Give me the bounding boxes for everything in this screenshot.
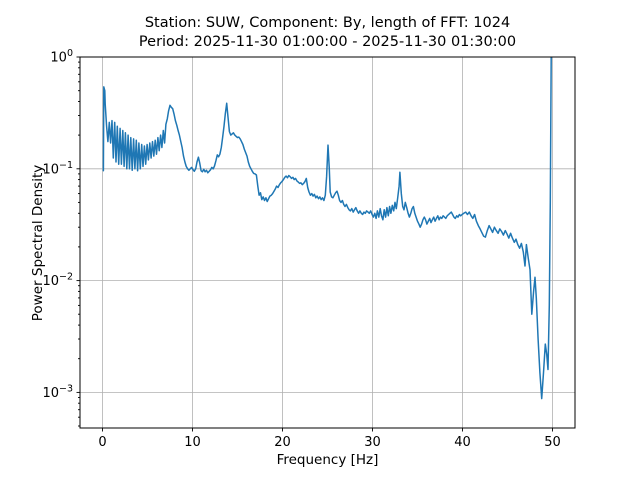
x-tick-label: 30 <box>364 435 381 450</box>
chart-title-line1: Station: SUW, Component: By, length of F… <box>144 15 511 31</box>
y-axis-ticks <box>76 56 80 427</box>
chart-title-line2: Period: 2025-11-30 01:00:00 - 2025-11-30… <box>138 34 517 50</box>
y-axis-label: Power Spectral Density <box>30 164 46 322</box>
x-axis-ticks <box>102 428 553 432</box>
chart-title: Station: SUW, Component: By, length of F… <box>80 14 575 52</box>
psd-line <box>102 57 552 400</box>
x-tick-label: 10 <box>184 435 201 450</box>
x-tick-label: 50 <box>544 435 561 450</box>
axes-frame <box>79 56 576 429</box>
x-tick-label: 0 <box>98 435 106 450</box>
x-axis-label: Frequency [Hz] <box>276 452 379 468</box>
x-tick-label: 20 <box>274 435 291 450</box>
x-tick-label: 40 <box>454 435 471 450</box>
